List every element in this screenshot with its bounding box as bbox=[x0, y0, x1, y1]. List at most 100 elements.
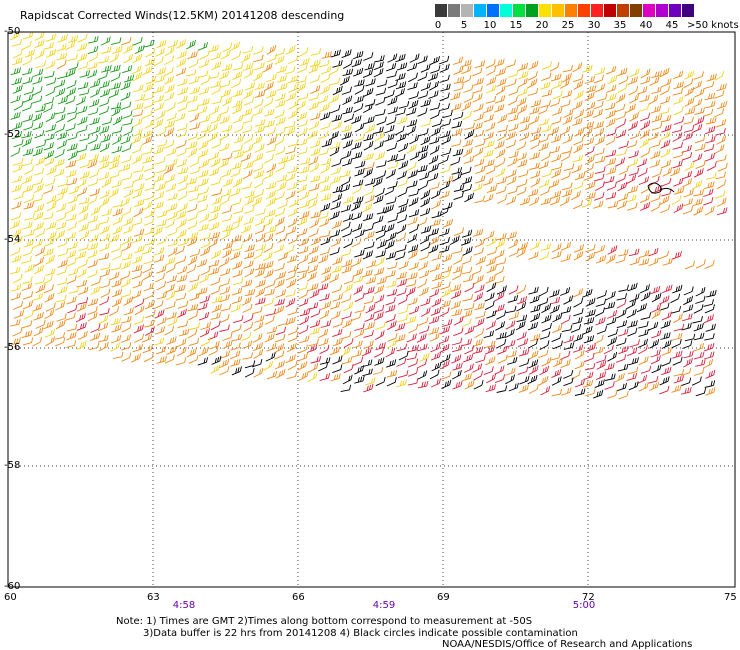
wind-barb bbox=[110, 37, 122, 45]
wind-barb bbox=[298, 298, 309, 307]
wind-barb bbox=[46, 221, 57, 230]
wind-barb bbox=[341, 311, 352, 320]
wind-barb bbox=[659, 385, 670, 395]
wind-barb bbox=[529, 115, 540, 125]
wind-barb bbox=[187, 51, 198, 60]
wind-barb bbox=[660, 148, 671, 158]
wind-barb bbox=[174, 245, 185, 255]
wind-barb bbox=[574, 378, 586, 388]
latitude-label: -52 bbox=[4, 129, 21, 140]
wind-barb bbox=[45, 336, 55, 347]
wind-barb bbox=[340, 204, 352, 213]
wind-barb bbox=[508, 113, 519, 122]
wind-barb bbox=[519, 115, 531, 124]
wind-barb bbox=[242, 233, 253, 243]
wind-barb bbox=[306, 271, 317, 282]
wind-barb bbox=[607, 309, 618, 319]
wind-barb bbox=[353, 67, 364, 77]
wind-barb bbox=[23, 93, 34, 103]
wind-barb bbox=[583, 137, 595, 146]
wind-barb bbox=[429, 369, 440, 380]
wind-barb bbox=[285, 289, 296, 298]
wind-barb bbox=[607, 336, 618, 347]
wind-barb bbox=[264, 315, 275, 325]
longitude-label: 75 bbox=[724, 592, 737, 603]
wind-barb bbox=[284, 244, 295, 255]
wind-barb bbox=[430, 218, 441, 227]
wind-barb bbox=[166, 274, 177, 284]
wind-barb bbox=[464, 380, 475, 390]
wind-barb bbox=[485, 165, 496, 175]
wind-barb bbox=[233, 150, 244, 159]
wind-barb bbox=[559, 196, 570, 207]
wind-barb bbox=[88, 135, 99, 145]
wind-barb bbox=[705, 387, 716, 396]
wind-barb bbox=[616, 298, 627, 309]
wind-barb bbox=[616, 129, 627, 139]
wind-barb bbox=[98, 252, 110, 261]
wind-barb bbox=[715, 127, 726, 136]
wind-barb bbox=[505, 139, 517, 149]
wind-barb bbox=[376, 116, 387, 126]
wind-barb bbox=[143, 163, 155, 172]
wind-barb bbox=[11, 228, 22, 238]
wind-barb bbox=[132, 217, 143, 226]
wind-barb bbox=[309, 74, 321, 84]
wind-barb bbox=[374, 357, 385, 366]
wind-barb bbox=[298, 324, 309, 335]
wind-barb bbox=[56, 52, 68, 61]
wind-barb bbox=[461, 74, 472, 84]
wind-barb bbox=[496, 310, 507, 320]
wind-barb bbox=[351, 349, 362, 358]
wind-barb bbox=[507, 294, 519, 303]
wind-barb bbox=[704, 125, 716, 135]
wind-barb bbox=[252, 342, 264, 352]
wind-barb bbox=[563, 335, 574, 344]
wind-barb bbox=[452, 380, 463, 390]
wind-barb bbox=[243, 160, 254, 170]
wind-barb bbox=[716, 135, 727, 145]
wind-barb bbox=[143, 92, 154, 101]
wind-barb bbox=[495, 67, 506, 77]
wind-barb bbox=[211, 85, 222, 95]
wind-barb bbox=[363, 152, 374, 161]
wind-barb bbox=[596, 325, 608, 335]
wind-barb bbox=[111, 243, 122, 253]
wind-barb bbox=[99, 88, 111, 98]
wind-barb bbox=[186, 39, 196, 50]
wind-barb bbox=[10, 292, 21, 301]
wind-barb bbox=[144, 290, 155, 300]
wind-barb bbox=[429, 332, 440, 342]
wind-barb bbox=[661, 311, 672, 321]
wind-barb bbox=[408, 99, 419, 110]
wind-barb bbox=[144, 217, 155, 226]
wind-barb bbox=[386, 70, 398, 79]
wind-barb bbox=[464, 345, 475, 355]
wind-barb bbox=[516, 247, 526, 258]
wind-barb bbox=[483, 114, 494, 123]
wind-barb bbox=[682, 313, 693, 322]
wind-barb bbox=[131, 65, 142, 75]
wind-barb bbox=[144, 319, 155, 328]
wind-barb bbox=[97, 71, 109, 81]
wind-barb bbox=[420, 197, 431, 208]
wind-barb bbox=[43, 103, 54, 113]
wind-barb bbox=[485, 257, 497, 267]
wind-barb bbox=[540, 385, 551, 396]
wind-barb bbox=[626, 372, 638, 381]
wind-barb bbox=[307, 255, 319, 264]
wind-barb bbox=[703, 314, 714, 324]
wind-barb bbox=[408, 72, 418, 83]
wind-barb bbox=[11, 201, 22, 210]
wind-barb bbox=[299, 200, 311, 209]
wind-barb bbox=[330, 373, 341, 382]
wind-barb bbox=[595, 298, 607, 307]
wind-barb bbox=[363, 87, 374, 97]
wind-barb bbox=[364, 194, 375, 204]
wind-barb bbox=[431, 199, 441, 210]
wind-barb bbox=[90, 143, 101, 151]
wind-barb bbox=[385, 359, 397, 368]
wind-barb bbox=[506, 175, 517, 186]
wind-barb bbox=[397, 370, 409, 379]
wind-barb bbox=[618, 140, 629, 149]
